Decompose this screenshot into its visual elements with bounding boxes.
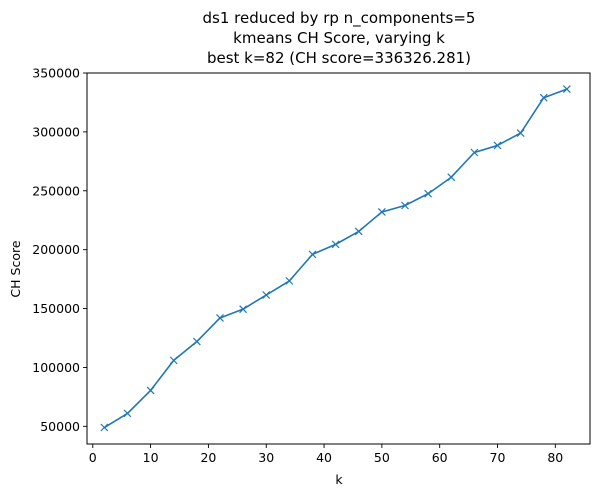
- data-point-marker: [447, 173, 456, 182]
- y-axis-label: CH Score: [8, 240, 23, 297]
- y-tick-label: 200000: [32, 242, 80, 257]
- data-point-marker: [562, 85, 571, 94]
- data-point-marker: [123, 409, 132, 418]
- series-line: [103, 88, 568, 429]
- title-line-2: kmeans CH Score, varying k: [233, 29, 445, 47]
- plot-border: [86, 72, 591, 445]
- plot-area: [86, 72, 591, 445]
- y-tick-label: 50000: [40, 419, 80, 434]
- x-axis: 0 10 20 30 40 50 60 70 80: [89, 444, 563, 465]
- chart-title: ds1 reduced by rp n_components=5 kmeans …: [203, 9, 476, 67]
- data-point-marker: [239, 305, 248, 314]
- x-tick-label: 40: [316, 450, 332, 465]
- data-point-marker: [424, 189, 433, 198]
- data-point-marker: [192, 337, 201, 346]
- title-line-3: best k=82 (CH score=336326.281): [207, 49, 471, 67]
- x-tick-label: 70: [490, 450, 506, 465]
- y-tick-label: 300000: [32, 124, 80, 139]
- y-tick-label: 350000: [32, 66, 80, 81]
- data-point-marker: [262, 291, 271, 299]
- data-point-marker: [146, 386, 155, 395]
- x-axis-label: k: [335, 472, 343, 487]
- x-tick-label: 60: [432, 450, 448, 465]
- data-point-marker: [331, 240, 340, 249]
- y-tick-label: 100000: [32, 360, 80, 375]
- data-point-marker: [169, 356, 178, 365]
- x-tick-label: 10: [143, 450, 159, 465]
- x-tick-label: 20: [200, 450, 216, 465]
- title-line-1: ds1 reduced by rp n_components=5: [203, 9, 476, 28]
- series-line-group: [100, 85, 571, 432]
- data-point-marker: [100, 423, 109, 432]
- data-point-marker: [516, 129, 525, 137]
- data-point-marker: [539, 93, 548, 102]
- data-point-marker: [377, 208, 386, 216]
- data-point-marker: [354, 227, 363, 236]
- x-tick-label: 50: [374, 450, 390, 465]
- data-point-marker: [285, 276, 294, 285]
- y-tick-label: 150000: [32, 301, 80, 316]
- data-point-marker: [216, 314, 224, 322]
- data-point-marker: [401, 201, 409, 210]
- x-tick-label: 0: [89, 450, 97, 465]
- data-point-marker: [308, 250, 317, 259]
- data-point-marker: [470, 148, 479, 157]
- x-tick-label: 30: [258, 450, 274, 465]
- y-axis: 50000 100000 150000 200000 250000 300000 35000…: [32, 66, 87, 434]
- data-point-marker: [493, 141, 502, 150]
- x-tick-label: 80: [547, 450, 563, 465]
- y-tick-label: 250000: [32, 183, 80, 198]
